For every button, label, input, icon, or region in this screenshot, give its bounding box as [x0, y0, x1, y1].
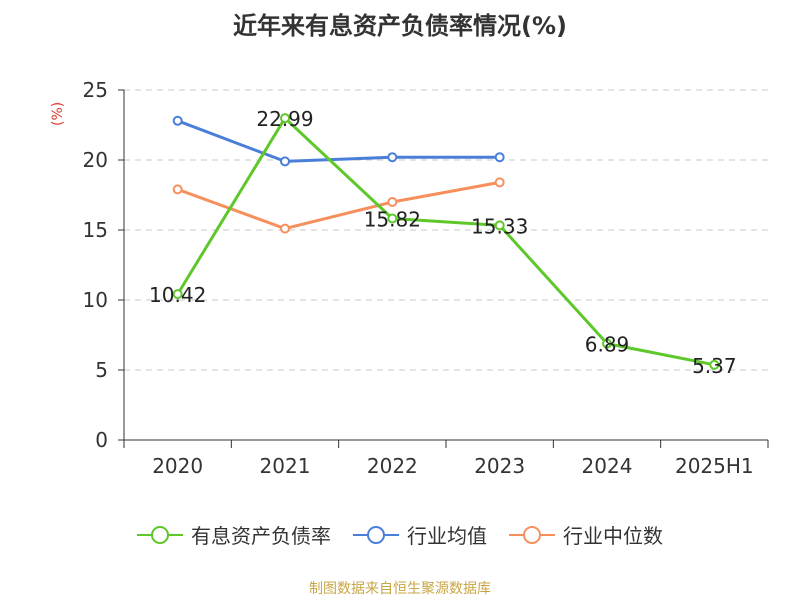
legend-swatch — [353, 525, 399, 544]
legend-label: 行业中位数 — [563, 524, 663, 548]
line-chart: 0 5 10 15 20 25 2020 2021 2022 2023 2024 2025H1 10.4… — [83, 78, 769, 478]
legend-item[interactable]: 行业中位数 — [509, 520, 663, 549]
data-point — [172, 115, 183, 126]
data-label: 22.99 — [256, 107, 313, 131]
series-line — [177, 119, 500, 163]
data-point — [387, 152, 398, 163]
data-point — [494, 152, 505, 163]
data-label: 10.42 — [149, 283, 206, 307]
data-point — [494, 220, 505, 231]
data-point — [280, 113, 290, 124]
data-label: 15.33 — [471, 214, 528, 238]
series-line — [176, 116, 715, 367]
legend-item[interactable]: 行业均值 — [353, 520, 487, 549]
y-tick-label: 0 — [95, 428, 108, 452]
data-point — [709, 359, 720, 370]
data-label: 6.89 — [585, 333, 630, 357]
y-tick-label: 15 — [83, 218, 108, 242]
data-label: 15.82 — [364, 208, 421, 232]
chart-legend: 有息资产负债率 行业均值 行业中位数 — [0, 520, 800, 549]
x-tick-label: 2024 — [582, 454, 633, 478]
legend-swatch — [509, 525, 555, 544]
chart-title: 近年来有息资产负债率情况(%) — [233, 12, 567, 40]
y-tick-label: 10 — [83, 288, 108, 312]
data-label: 5.37 — [692, 354, 737, 378]
data-point — [387, 197, 398, 207]
legend-swatch — [137, 525, 183, 544]
source-note: 制图数据来自恒生聚源数据库 — [309, 581, 491, 597]
x-tick-label: 2023 — [474, 454, 525, 478]
legend-label: 有息资产负债率 — [191, 524, 331, 548]
data-point — [602, 338, 612, 349]
data-point — [494, 177, 505, 188]
data-point — [172, 289, 183, 300]
legend-label: 行业均值 — [407, 524, 487, 548]
y-tick-label: 20 — [83, 148, 108, 172]
data-point — [172, 184, 183, 195]
data-point — [280, 223, 290, 234]
data-point — [387, 213, 398, 224]
y-tick-label: 5 — [95, 358, 108, 382]
x-tick-label: 2021 — [260, 454, 311, 478]
y-tick-label: 25 — [83, 78, 108, 102]
x-tick-label: 2020 — [152, 454, 203, 478]
data-point — [280, 156, 290, 167]
x-tick-label: 2025H1 — [675, 454, 754, 478]
x-tick-label: 2022 — [367, 454, 418, 478]
legend-item[interactable]: 有息资产负债率 — [137, 520, 331, 549]
